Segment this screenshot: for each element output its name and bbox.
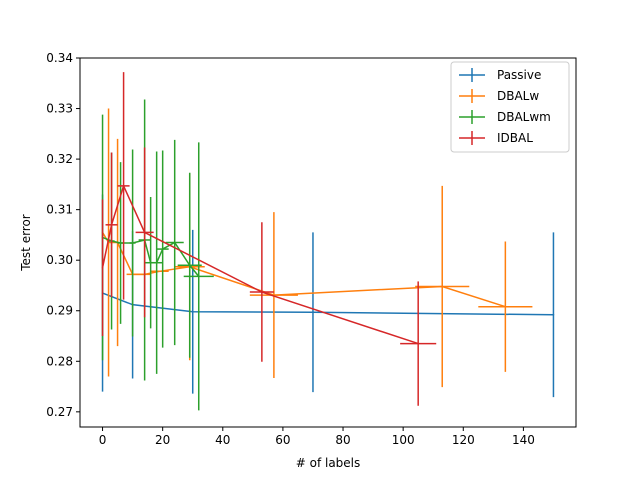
legend-label-dbalwm: DBALwm	[497, 110, 551, 124]
series-line-dbalw	[101, 232, 506, 308]
legend: Passive DBALw DBALwm IDBAL	[450, 61, 570, 153]
x-tick-label: 100	[392, 433, 415, 447]
data-point	[417, 342, 419, 345]
series-passive	[101, 194, 555, 398]
series-line-idbal	[101, 183, 419, 345]
data-point	[261, 291, 263, 293]
legend-label-idbal: IDBAL	[497, 131, 533, 145]
axis-ticks: 0 20 40 60 80 100 120 140 0.27 0.28 0.29 0.30 0.31 0.…	[46, 51, 535, 447]
x-axis-label: # of labels	[296, 456, 361, 470]
x-tick-label: 40	[215, 433, 230, 447]
y-tick-label: 0.28	[46, 354, 73, 368]
data-point	[155, 261, 158, 264]
y-tick-label: 0.32	[46, 152, 73, 166]
legend-box	[450, 61, 570, 153]
axes-frame	[79, 57, 577, 428]
x-tick-label: 140	[512, 433, 535, 447]
y-tick-label: 0.33	[46, 102, 73, 116]
legend-label-passive: Passive	[497, 68, 541, 82]
data-point	[173, 241, 176, 244]
y-axis-label: Test error	[19, 214, 33, 272]
series-line-passive	[102, 292, 554, 316]
series-dbalwm	[101, 99, 214, 411]
y-tick-label: 0.34	[46, 51, 73, 65]
data-point	[158, 270, 161, 273]
data-point	[191, 310, 194, 313]
data-point	[312, 311, 314, 314]
series-idbal	[101, 72, 437, 406]
data-point	[161, 248, 164, 250]
x-tick-label: 120	[452, 433, 475, 447]
data-point	[504, 305, 507, 308]
data-point	[119, 242, 122, 244]
x-tick-label: 80	[335, 433, 350, 447]
data-point	[552, 313, 555, 316]
data-point	[122, 185, 125, 187]
data-point	[101, 266, 104, 269]
x-tick-label: 0	[99, 433, 107, 447]
y-tick-label: 0.31	[46, 203, 73, 217]
legend-label-dbalw: DBALw	[497, 89, 539, 103]
data-point	[131, 242, 134, 244]
data-point	[441, 285, 444, 288]
data-point	[110, 224, 113, 226]
y-tick-label: 0.30	[46, 253, 73, 267]
x-tick-label: 60	[275, 433, 290, 447]
plot-area	[101, 72, 555, 411]
y-tick-label: 0.27	[46, 405, 73, 419]
y-tick-label: 0.29	[46, 304, 73, 318]
data-point	[197, 275, 200, 278]
x-tick-label: 20	[155, 433, 170, 447]
data-point	[143, 231, 146, 234]
data-point	[188, 264, 191, 267]
